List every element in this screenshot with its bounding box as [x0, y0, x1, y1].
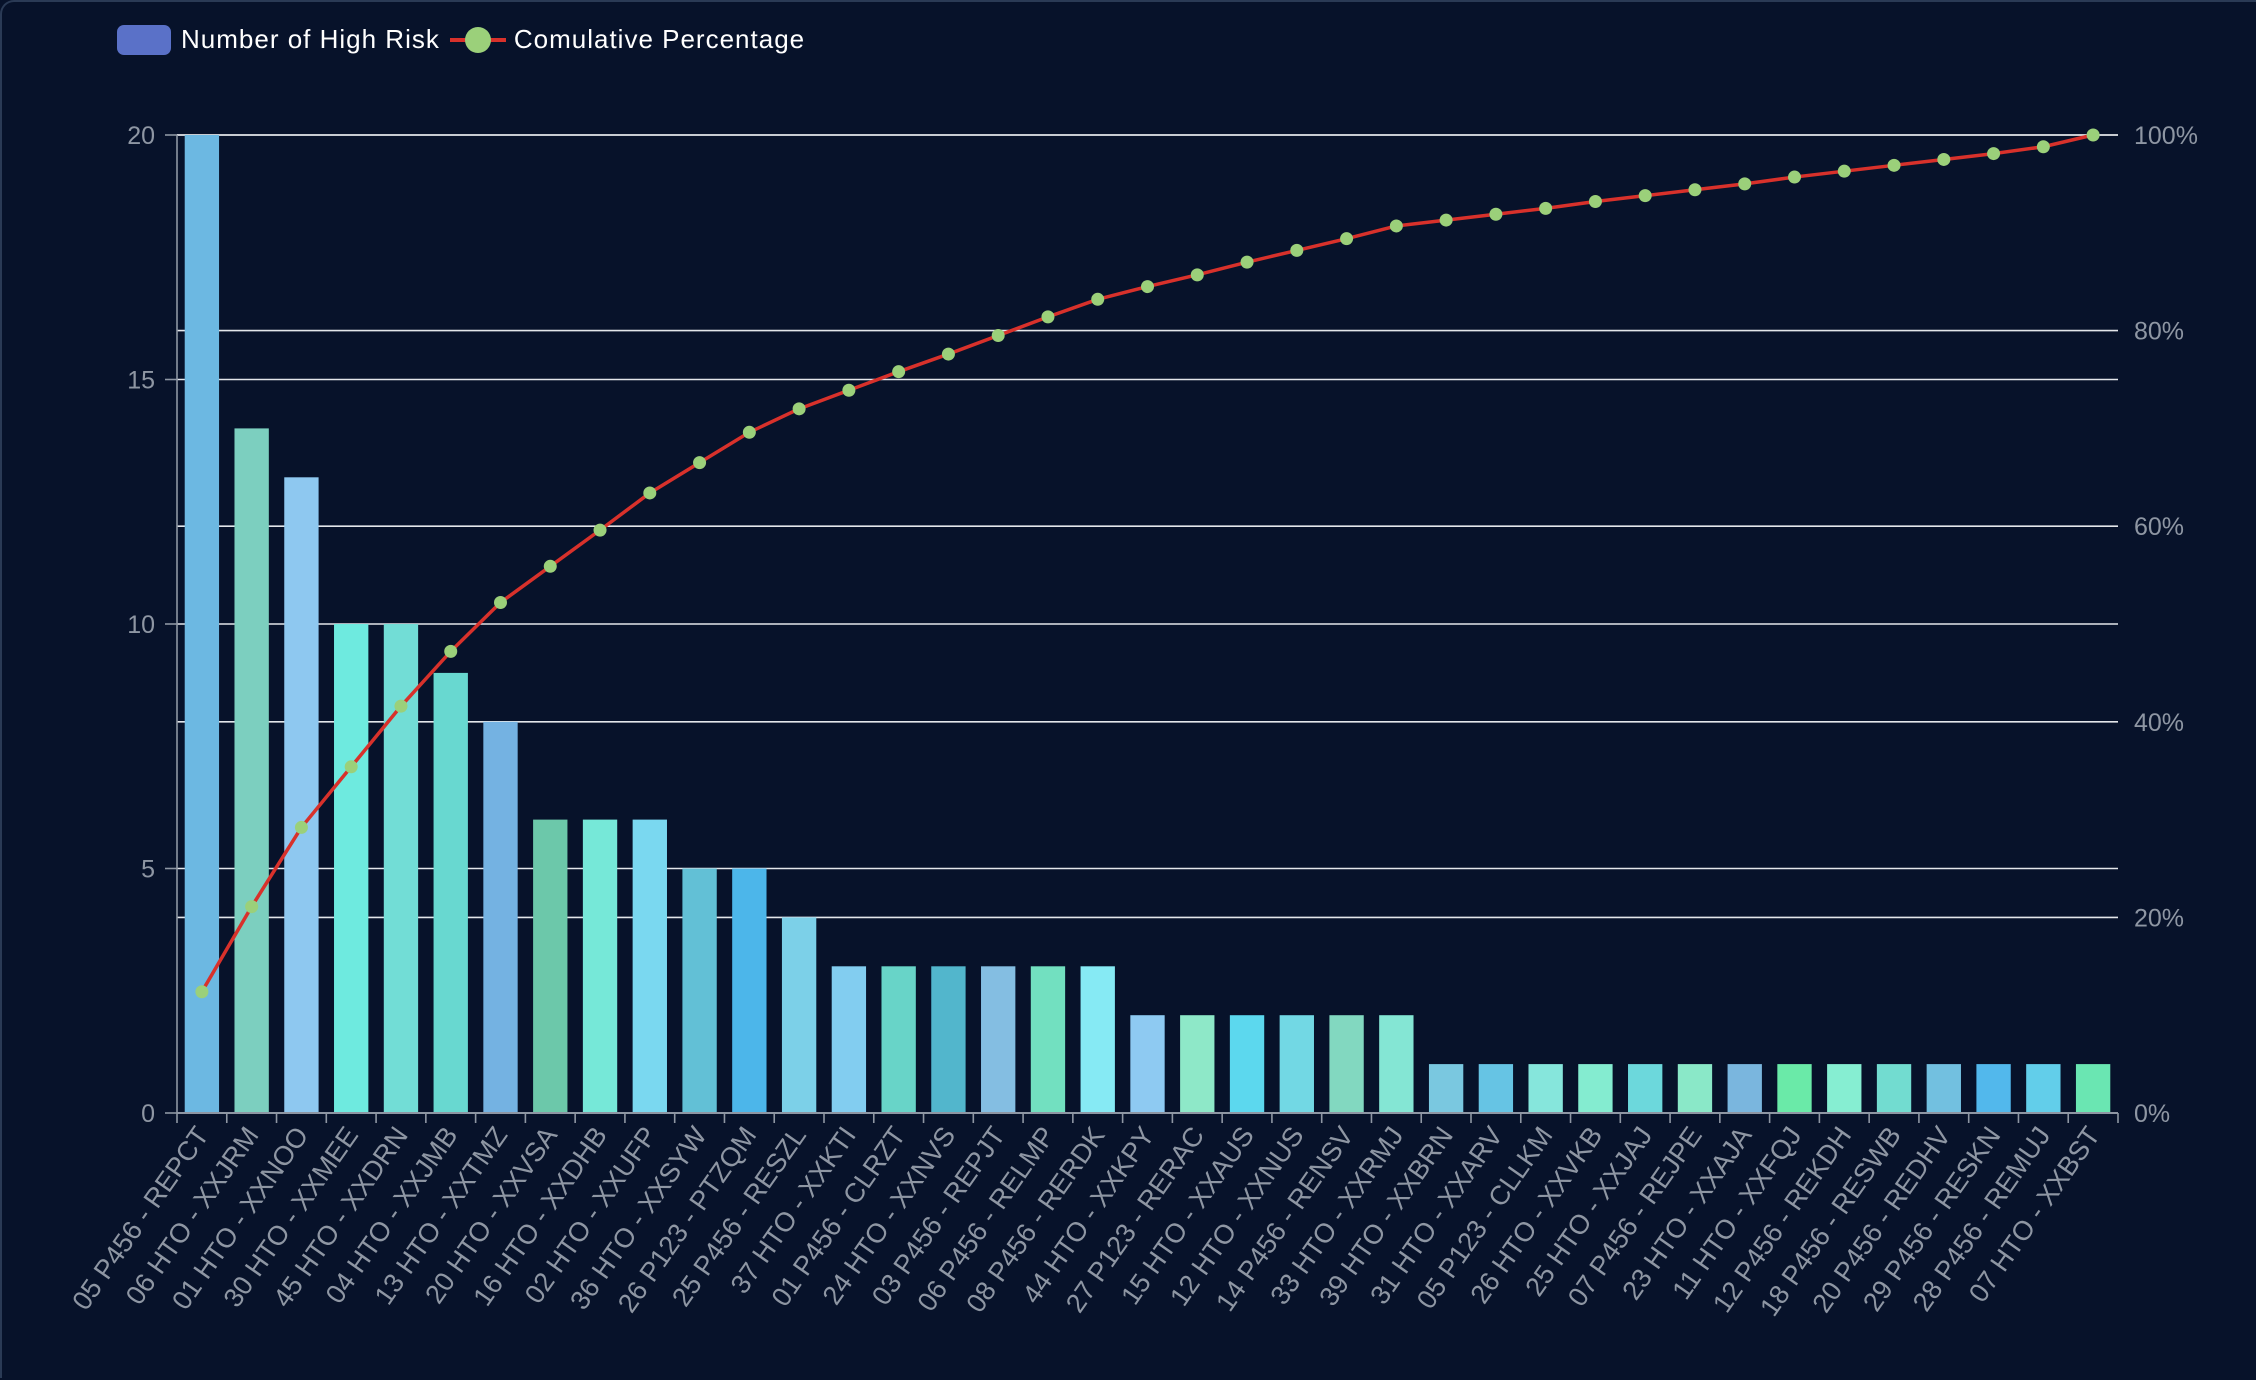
cumulative-point: [941, 347, 955, 361]
bar: [781, 917, 817, 1113]
cumulative-point: [1340, 232, 1354, 246]
bar: [1130, 1015, 1165, 1113]
y-left-tick-label: 10: [127, 611, 155, 639]
y-left-tick-label: 15: [127, 367, 155, 395]
cumulative-point: [1837, 164, 1851, 178]
bar: [383, 624, 419, 1113]
legend-bar-swatch: [117, 24, 171, 55]
cumulative-point: [394, 699, 408, 713]
legend-item-high-risk[interactable]: Number of High Risk: [117, 24, 440, 55]
cumulative-point: [1290, 243, 1304, 257]
cumulative-point: [444, 644, 458, 658]
cumulative-point: [1588, 195, 1602, 209]
bar: [2075, 1064, 2111, 1113]
cumulative-point: [991, 328, 1005, 342]
y-right-tick-label: 40%: [2134, 709, 2184, 737]
cumulative-point: [543, 559, 557, 573]
cumulative-point: [344, 760, 358, 774]
cumulative-point: [1738, 177, 1752, 191]
bar: [1876, 1064, 1912, 1113]
cumulative-point: [1091, 292, 1105, 306]
bar: [1080, 966, 1115, 1113]
legend-line-swatch: [449, 25, 506, 55]
cumulative-point: [1688, 183, 1702, 197]
cumulative-point: [1937, 152, 1951, 166]
cumulative-point: [294, 820, 308, 834]
cumulative-point: [693, 456, 707, 470]
cumulative-point: [1041, 310, 1055, 324]
bar: [433, 672, 468, 1113]
bar: [1677, 1064, 1713, 1113]
bar: [831, 966, 867, 1113]
cumulative-point: [1638, 189, 1652, 203]
cumulative-point: [1190, 268, 1204, 282]
bar: [1976, 1064, 2011, 1113]
y-right-tick-label: 20%: [2134, 904, 2184, 932]
bar: [1727, 1064, 1762, 1113]
bar: [1379, 1015, 1414, 1113]
y-right-tick-label: 80%: [2134, 318, 2184, 346]
bar: [1180, 1015, 1215, 1113]
cumulative-point: [1439, 213, 1453, 227]
y-right-tick-label: 100%: [2134, 122, 2198, 150]
bar: [732, 868, 767, 1113]
bar: [582, 819, 618, 1113]
cumulative-point: [1240, 255, 1254, 269]
bar: [1528, 1064, 1563, 1113]
y-left-tick-label: 20: [127, 122, 155, 150]
bar: [184, 135, 220, 1113]
cumulative-point: [494, 595, 507, 609]
bar: [234, 428, 269, 1113]
y-right-tick-label: 60%: [2134, 513, 2184, 541]
bar: [1478, 1064, 1514, 1113]
cumulative-point: [1489, 207, 1503, 221]
cumulative-point: [2086, 128, 2100, 142]
cumulative-point: [593, 523, 607, 537]
cumulative-point: [842, 383, 856, 397]
bar: [1229, 1015, 1265, 1113]
cumulative-point: [1389, 219, 1403, 233]
bar: [1777, 1064, 1812, 1113]
legend-item-cumulative[interactable]: Comulative Percentage: [449, 24, 806, 55]
bar: [1030, 966, 1066, 1113]
cumulative-point: [245, 900, 259, 914]
bar: [1926, 1064, 1961, 1113]
bar: [1827, 1064, 1862, 1113]
bar: [1578, 1064, 1613, 1113]
bar: [1428, 1064, 1464, 1113]
bar: [682, 868, 717, 1113]
cumulative-point: [195, 985, 209, 999]
cumulative-point: [1539, 201, 1553, 215]
bar: [881, 966, 916, 1113]
bar: [334, 624, 369, 1113]
bar: [931, 966, 966, 1113]
bar: [1279, 1015, 1314, 1113]
bar: [1628, 1064, 1663, 1113]
cumulative-point: [792, 402, 806, 416]
cumulative-point: [1141, 280, 1154, 294]
y-right-tick-label: 0%: [2134, 1100, 2170, 1128]
cumulative-point: [1788, 170, 1801, 184]
bar: [284, 477, 319, 1113]
cumulative-point: [2036, 140, 2050, 154]
cumulative-point: [1987, 147, 2001, 161]
bar: [533, 819, 568, 1113]
cumulative-point: [1887, 158, 1901, 172]
bar: [1329, 1015, 1364, 1113]
y-left-tick-label: 0: [141, 1100, 155, 1128]
cumulative-point: [892, 365, 906, 379]
bar: [483, 721, 518, 1113]
bar: [632, 819, 667, 1113]
bar: [2026, 1064, 2061, 1113]
cumulative-point: [742, 425, 756, 439]
y-left-tick-label: 5: [141, 856, 155, 884]
bar: [981, 966, 1016, 1113]
legend: Number of High Risk Comulative Percentag…: [117, 24, 815, 55]
legend-label-cumulative: Comulative Percentage: [513, 24, 806, 54]
cumulative-point: [643, 486, 657, 500]
legend-label-high-risk: Number of High Risk: [181, 24, 440, 54]
